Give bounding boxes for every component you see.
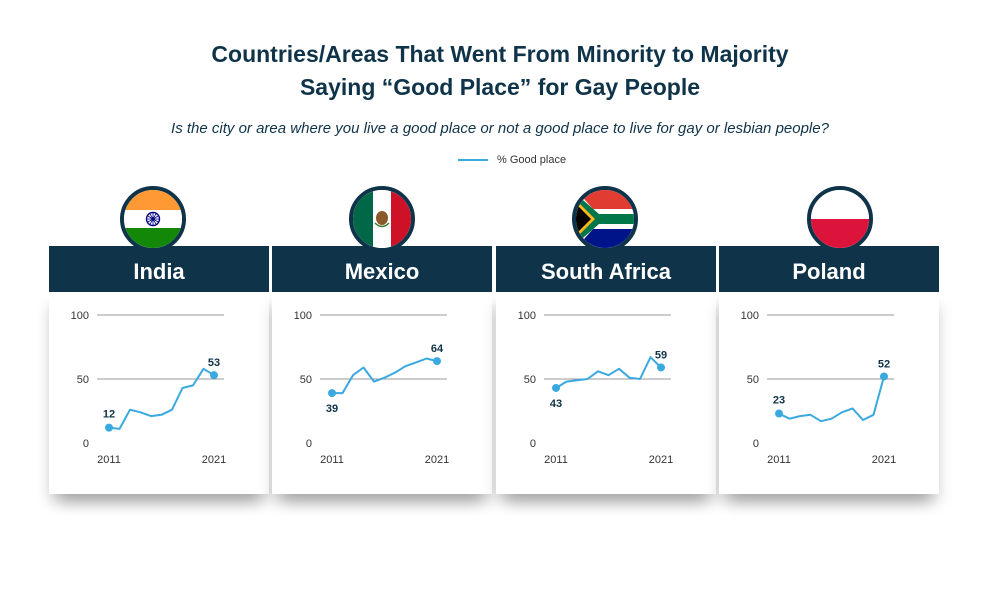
title-line-1: Countries/Areas That Went From Minority …: [211, 41, 789, 67]
end-point: [880, 372, 888, 381]
y-tick-label: 50: [300, 374, 312, 386]
chart-subtitle: Is the city or area where you live a goo…: [171, 120, 829, 137]
data-label-last: 52: [878, 358, 890, 370]
x-tick-label: 2011: [320, 454, 344, 466]
end-point: [210, 371, 218, 380]
x-tick-label: 2011: [97, 454, 121, 466]
data-label-first: 12: [103, 409, 115, 421]
line-chart: 0 50 100 2011 2021 43 59: [518, 310, 674, 466]
y-tick-label: 50: [747, 374, 759, 386]
data-label-last: 59: [655, 349, 667, 361]
series-line: [555, 356, 662, 389]
mexico-flag-icon: [349, 186, 415, 252]
legend-line-swatch: [458, 159, 488, 161]
y-tick-label: 0: [306, 438, 312, 450]
panel-india: India 0 50 100 2011 2021 12 53: [49, 246, 269, 494]
data-label-first: 39: [326, 403, 338, 415]
x-tick-label: 2011: [544, 454, 568, 466]
panel-poland: Poland 0 50 100 2011 2021 23 52: [719, 246, 939, 494]
legend-label: % Good place: [497, 154, 567, 166]
series-line: [108, 367, 215, 430]
poland-flag-icon: [807, 186, 873, 252]
end-point: [657, 363, 665, 372]
legend: % Good place: [458, 152, 566, 168]
y-tick-label: 0: [83, 438, 89, 450]
y-tick-label: 0: [530, 438, 536, 450]
panel-card: [49, 286, 269, 494]
start-point: [552, 383, 560, 392]
start-point: [775, 409, 783, 418]
panel-title: Mexico: [272, 246, 492, 292]
x-tick-label: 2021: [872, 454, 896, 466]
y-tick-label: 100: [518, 310, 536, 322]
data-label-first: 23: [773, 395, 785, 407]
x-tick-label: 2021: [425, 454, 449, 466]
line-chart: 0 50 100 2011 2021 12 53: [71, 310, 227, 466]
series-line: [778, 376, 885, 423]
panel-mexico: Mexico 0 50 100 2011 2021 39 64: [272, 246, 492, 494]
chart-title: Countries/Areas That Went From Minority …: [0, 38, 1000, 104]
panel-title: Poland: [719, 246, 939, 292]
series-line: [332, 357, 438, 395]
south-africa-flag-icon: [572, 186, 638, 252]
x-tick-label: 2021: [202, 454, 226, 466]
end-point: [433, 357, 441, 366]
y-tick-label: 0: [753, 438, 759, 450]
y-tick-label: 100: [741, 310, 759, 322]
y-tick-label: 50: [524, 374, 536, 386]
panel-south-africa: South Africa 0 50 100 2011 2021 43 59: [496, 246, 716, 494]
panel-card: [496, 286, 716, 494]
panel-card: [719, 286, 939, 494]
line-chart: 0 50 100 2011 2021 39 64: [294, 310, 450, 466]
x-tick-label: 2021: [649, 454, 673, 466]
data-label-first: 43: [550, 398, 562, 410]
start-point: [105, 423, 113, 432]
title-line-2: Saying “Good Place” for Gay People: [299, 74, 701, 100]
y-tick-label: 50: [77, 374, 89, 386]
panel-card: [272, 286, 492, 494]
india-flag-icon: [120, 186, 186, 252]
x-tick-label: 2011: [767, 454, 791, 466]
panel-title: South Africa: [496, 246, 716, 292]
data-label-last: 53: [208, 357, 220, 369]
line-chart: 0 50 100 2011 2021 23 52: [741, 310, 897, 466]
y-tick-label: 100: [71, 310, 89, 322]
data-label-last: 64: [431, 343, 444, 355]
y-tick-label: 100: [294, 310, 312, 322]
panel-title: India: [49, 246, 269, 292]
start-point: [328, 389, 336, 398]
